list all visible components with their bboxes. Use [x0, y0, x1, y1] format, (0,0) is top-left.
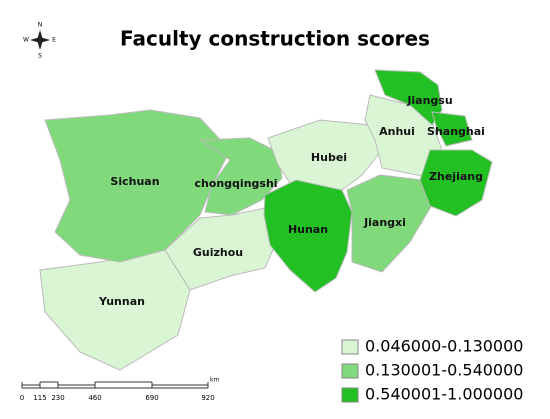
legend-swatch [341, 363, 359, 379]
legend: 0.046000-0.130000 0.130001-0.540000 0.5400… [341, 337, 523, 404]
region-label: Zhejiang [429, 170, 483, 183]
region [39, 249, 191, 371]
scale-bar: 0 115 230 460 690 920 km [20, 377, 220, 403]
compass-w: W [23, 37, 29, 44]
region-label: Hunan [288, 223, 328, 236]
legend-label: 0.540001-1.000000 [365, 385, 523, 404]
compass-s: S [38, 53, 42, 60]
scale-label: 920 [201, 394, 214, 402]
region-label: Jiangsu [406, 94, 452, 107]
legend-label: 0.130001-0.540000 [365, 361, 523, 380]
region [267, 119, 383, 191]
region-label: chongqingshi [194, 177, 277, 190]
regions: Yunnan Sichuan chongqingshi Guizhou Hubei Hun… [39, 69, 493, 371]
scale-label: 0 [20, 394, 24, 402]
compass-n: N [38, 22, 43, 29]
compass-e: E [52, 37, 56, 44]
region [198, 137, 283, 216]
region-label: Shanghai [427, 125, 485, 138]
region [346, 174, 433, 273]
region [44, 109, 231, 263]
region [419, 149, 493, 217]
region-label: Guizhou [193, 246, 243, 259]
map-title: Faculty construction scores [120, 27, 430, 51]
legend-label: 0.046000-0.130000 [365, 337, 523, 356]
region-label: Sichuan [110, 175, 159, 188]
region [431, 111, 473, 147]
region-label: Jiangxi [363, 216, 406, 229]
region-label: Anhui [379, 125, 415, 138]
region-label: Yunnan [98, 295, 145, 308]
scale-label: 230 [51, 394, 64, 402]
compass: N S E W [23, 22, 56, 60]
region [263, 179, 353, 293]
scale-label: 460 [88, 394, 101, 402]
legend-swatch [341, 339, 359, 355]
region-label: Hubei [311, 151, 347, 164]
scale-label: 690 [145, 394, 158, 402]
compass-needle [30, 37, 50, 43]
legend-swatch [341, 387, 359, 403]
scale-unit: km [210, 377, 219, 384]
scale-label: 115 [33, 394, 46, 402]
